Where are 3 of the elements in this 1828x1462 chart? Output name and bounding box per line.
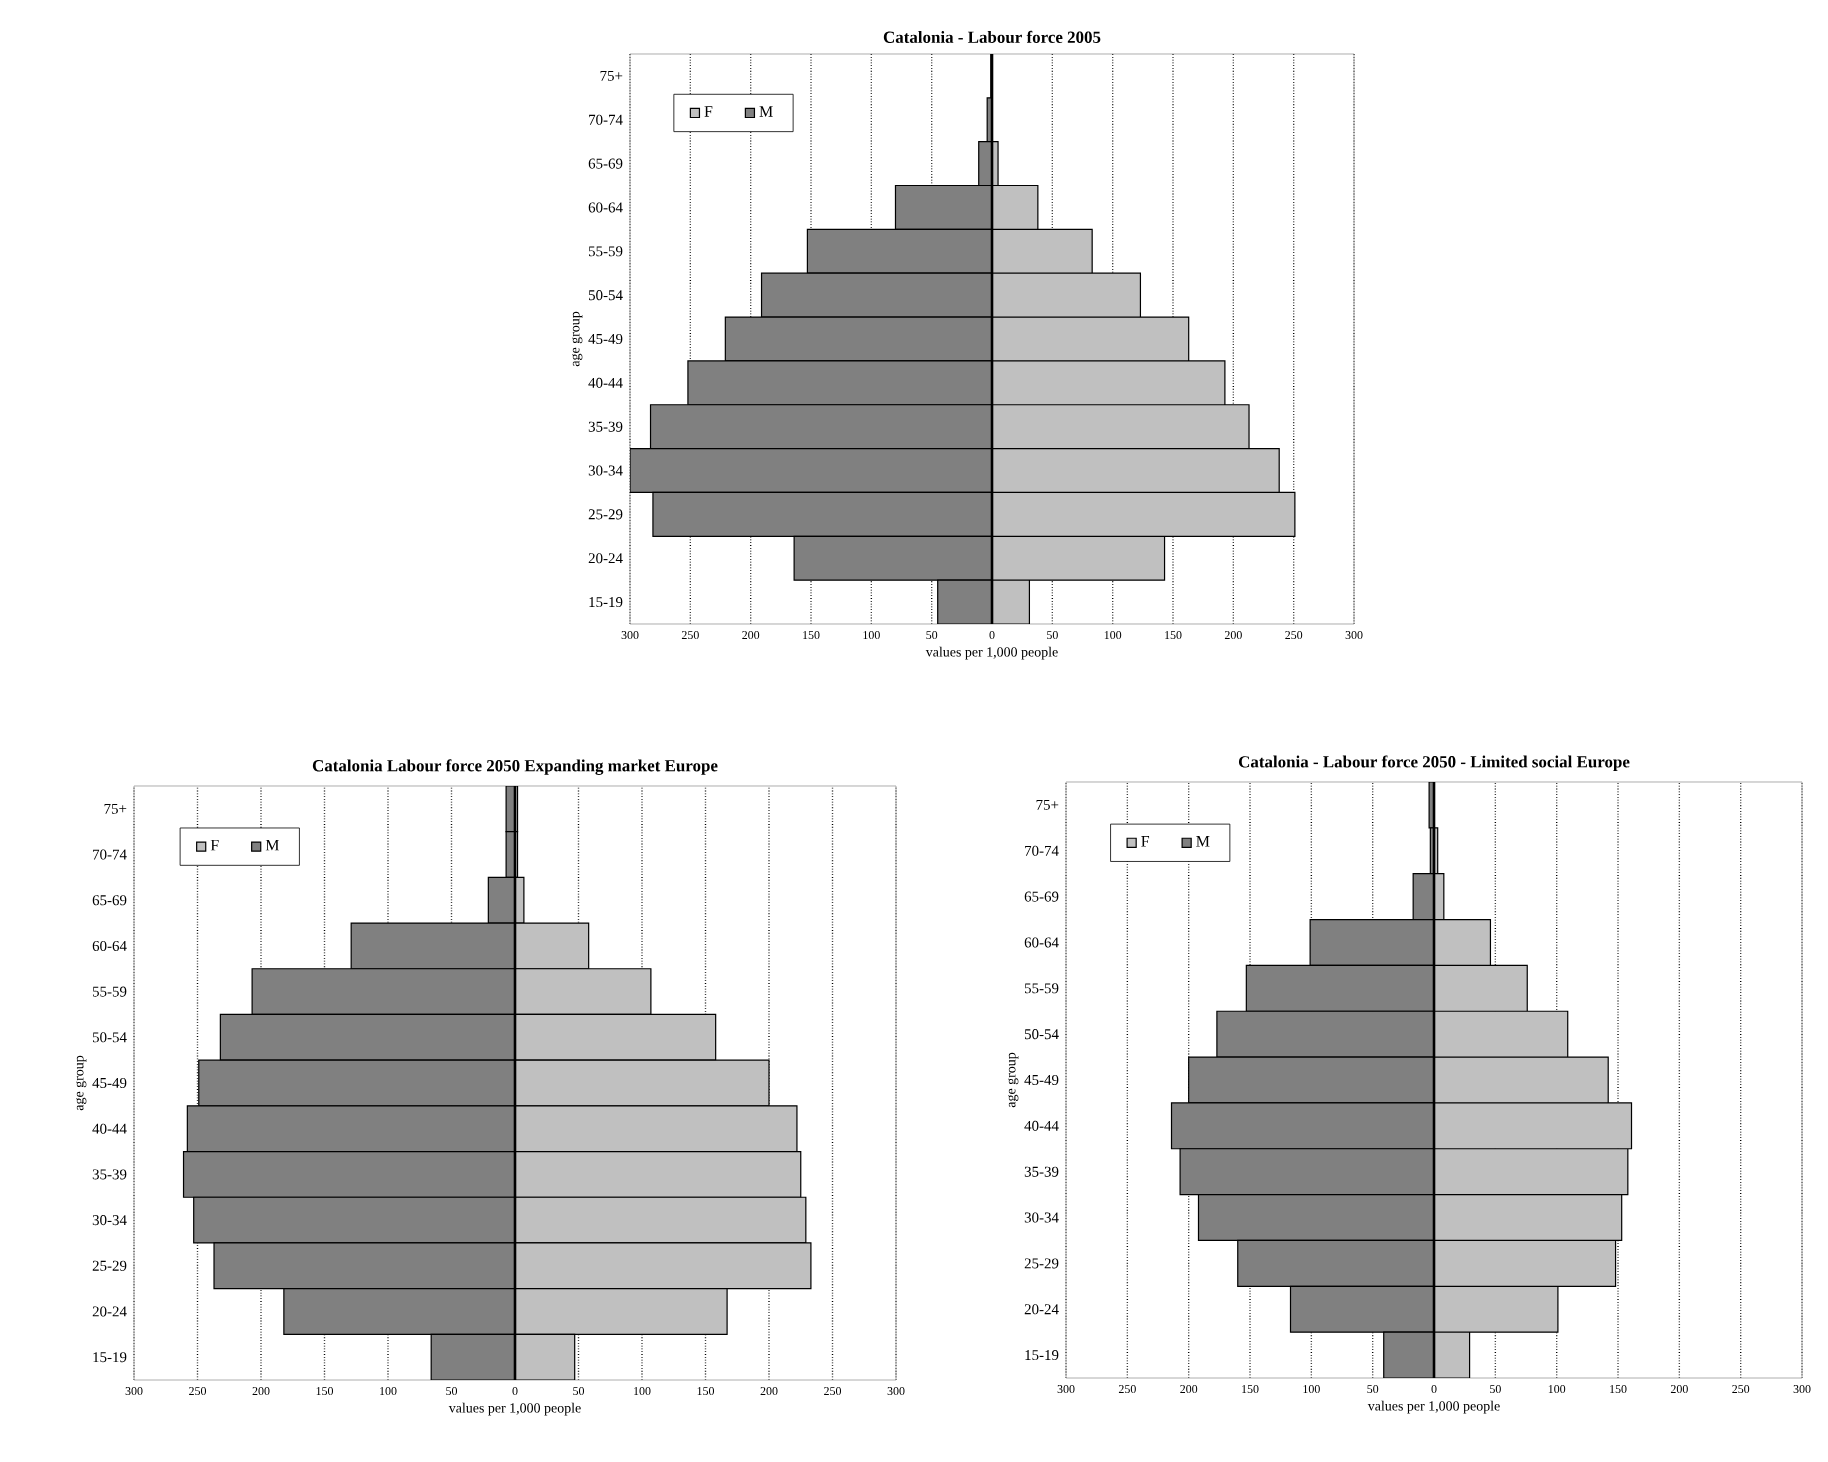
chart-title: Catalonia Labour force 2050 Expanding market Europe [312, 759, 718, 775]
chart-title: Catalonia - Labour force 2005 [883, 30, 1101, 43]
chart-title: Catalonia - Labour force 2050 - Limited social Europe [1238, 755, 1630, 771]
